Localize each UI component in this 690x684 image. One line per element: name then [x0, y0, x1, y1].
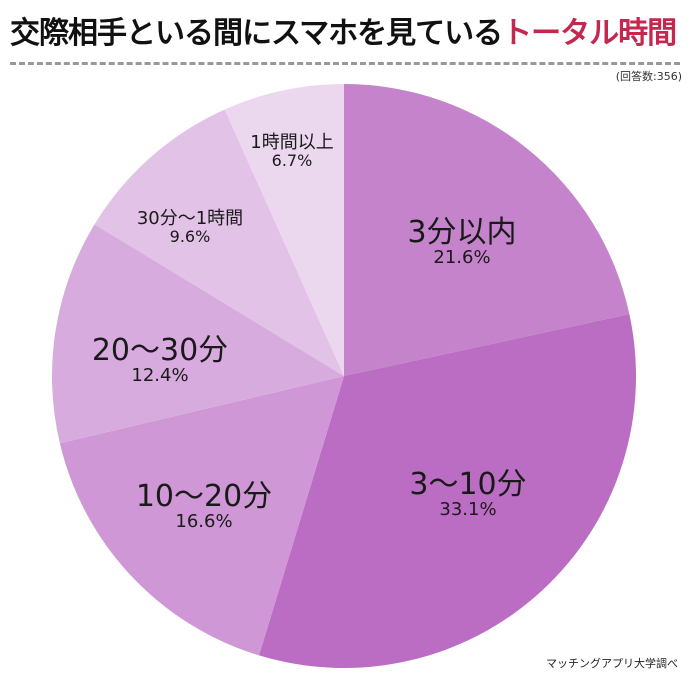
pie-slice	[259, 314, 637, 669]
title-main: 交際相手といる間にスマホを見ている	[10, 16, 503, 51]
respondent-count: (回答数:356)	[615, 70, 682, 83]
label-under-3min: 3分以内 21.6%	[407, 214, 517, 268]
pie-slice	[94, 109, 344, 377]
label-3-10min: 3〜10分 33.1%	[409, 466, 527, 520]
chart-title: 交際相手といる間にスマホを見ているトータル時間	[10, 8, 677, 52]
pie-slice	[51, 224, 344, 444]
label-10-20min: 10〜20分 16.6%	[135, 478, 273, 532]
dashed-divider	[10, 62, 680, 65]
pie-slice	[344, 84, 630, 376]
source-note: マッチングアプリ大学調べ	[546, 657, 678, 670]
pie-slice	[224, 84, 344, 376]
pie-slice	[59, 376, 345, 656]
label-20-30min: 20〜30分 12.4%	[91, 332, 229, 386]
title-accent: トータル時間	[502, 16, 677, 51]
label-30min-1h: 30分〜1時間 9.6%	[136, 208, 244, 247]
label-over-1h: 1時間以上 6.7%	[250, 132, 334, 171]
